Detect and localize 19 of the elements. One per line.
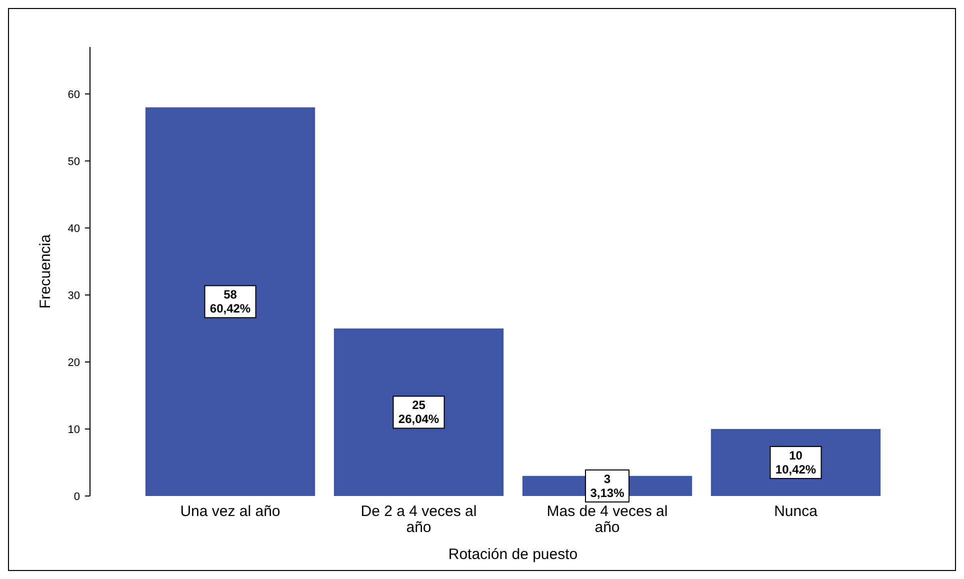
y-tick-label: 20 — [68, 356, 80, 369]
y-tick-label: 60 — [68, 88, 80, 101]
x-tick-label: De 2 a 4 veces al año — [360, 503, 477, 536]
bar — [145, 107, 316, 496]
x-tick-label: Nunca — [774, 503, 818, 520]
data-label: 10 10,42% — [775, 448, 816, 476]
data-label: 58 60,42% — [210, 288, 251, 316]
y-tick-label: 30 — [68, 290, 80, 302]
data-label: 3 3,13% — [590, 472, 625, 500]
data-label: 25 26,04% — [398, 398, 440, 426]
x-tick-label: Una vez al año — [180, 503, 280, 520]
y-tick-label: 50 — [68, 156, 80, 168]
y-tick-label: 0 — [74, 490, 80, 503]
x-tick-label: Mas de 4 veces al año — [546, 503, 668, 536]
bar — [334, 328, 504, 496]
x-axis-title: Rotación de puesto — [448, 546, 578, 563]
y-axis-title: Frecuencia — [37, 234, 54, 309]
y-tick-label: 40 — [68, 222, 80, 235]
y-tick-label: 10 — [68, 424, 80, 436]
